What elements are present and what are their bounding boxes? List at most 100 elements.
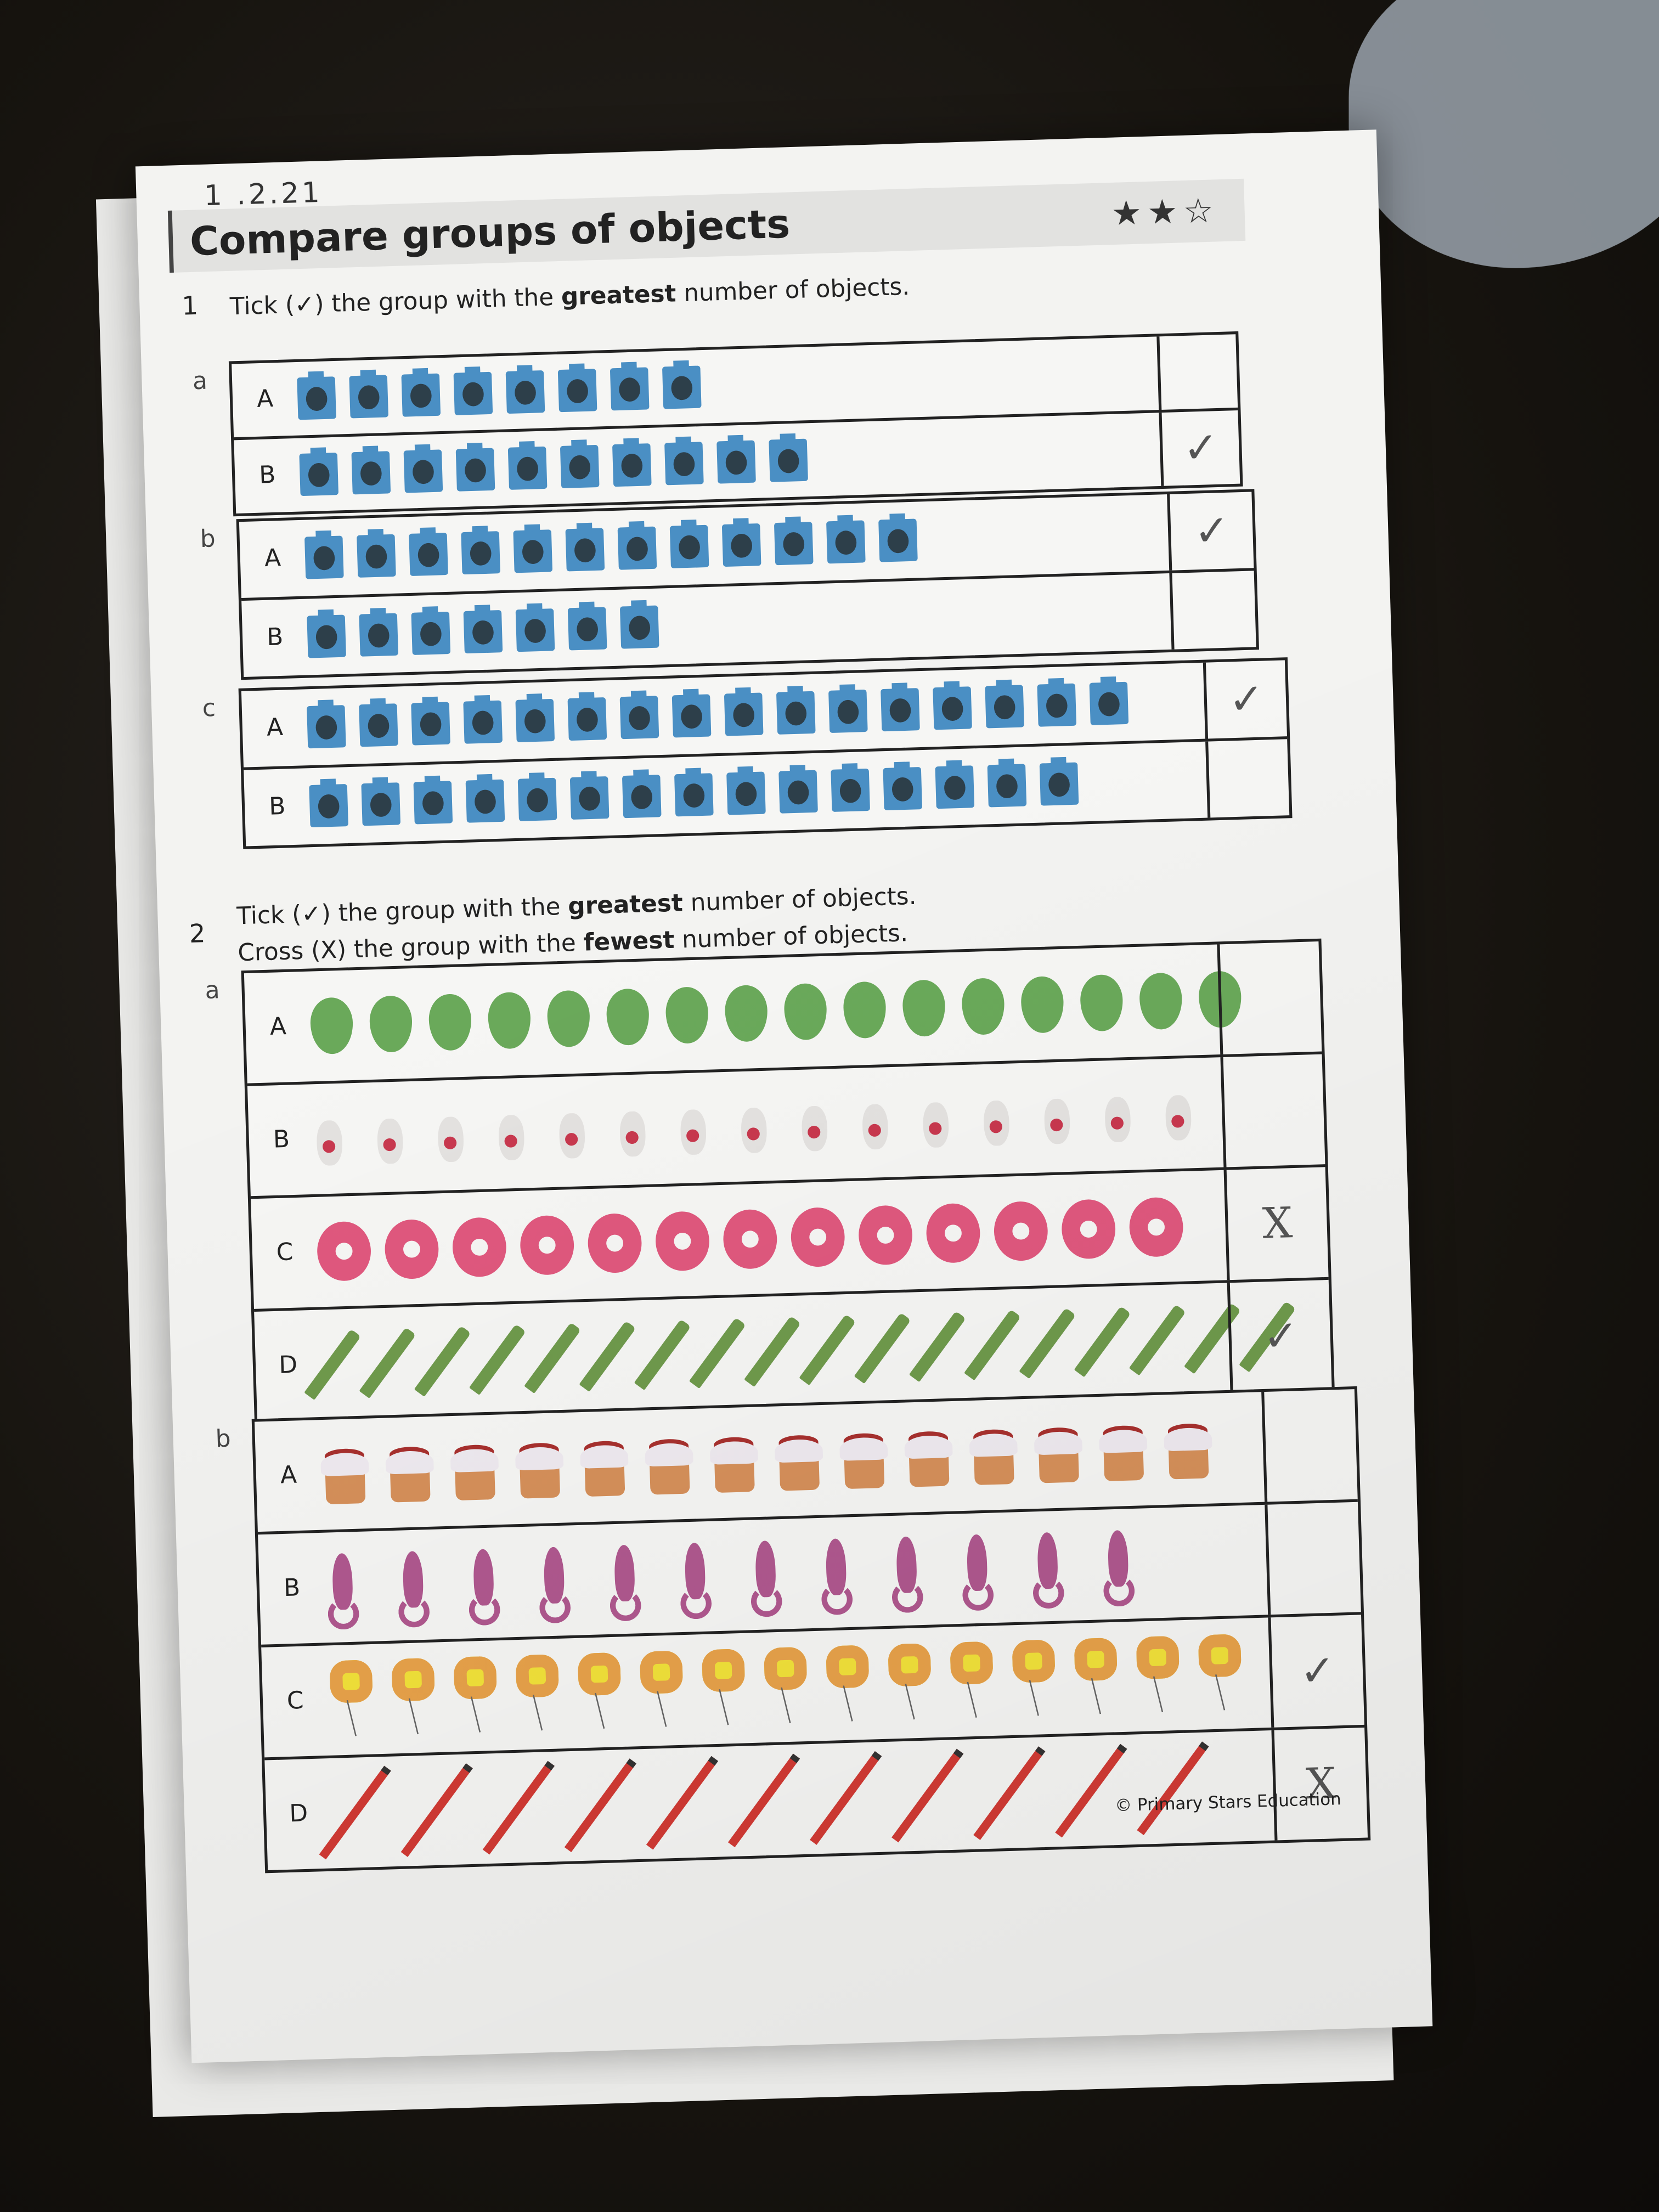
flower-icon <box>1071 1638 1121 1718</box>
balloon-icon <box>428 993 472 1051</box>
answer-box-tick[interactable]: ✓ <box>1203 660 1287 739</box>
answer-box[interactable] <box>1169 571 1256 650</box>
group-label: A <box>264 544 281 574</box>
cube-icon <box>672 694 712 738</box>
answer-box-cross[interactable]: X <box>1271 1728 1368 1841</box>
answer-box-tick[interactable]: ✓ <box>1268 1615 1364 1728</box>
question-2-number: 2 <box>189 919 206 950</box>
cupcake-icon <box>839 1426 889 1492</box>
bunny-icon <box>859 1092 891 1153</box>
cube-icon <box>515 608 555 652</box>
crayon-icon <box>799 1314 856 1386</box>
donut-icon <box>316 1221 372 1282</box>
cube-icon <box>610 367 650 411</box>
bunny-icon <box>616 1099 649 1160</box>
cube-icon <box>307 614 346 658</box>
cube-icon <box>507 446 548 490</box>
group-label: D <box>278 1351 298 1380</box>
group-label: B <box>266 623 284 652</box>
group-label: B <box>273 1126 290 1155</box>
instruction-text: number of objects. <box>675 273 910 309</box>
answer-box-tick[interactable]: ✓ <box>1159 410 1240 486</box>
group-label: D <box>289 1799 308 1829</box>
answer-box[interactable] <box>1217 941 1322 1055</box>
answer-box-tick[interactable]: ✓ <box>1227 1279 1332 1393</box>
cube-icon <box>828 689 868 733</box>
group-label: A <box>280 1462 297 1491</box>
cube-icon <box>453 371 493 415</box>
balloon-icon <box>546 990 591 1048</box>
cube-icon <box>351 451 391 495</box>
balloon-icon <box>309 997 354 1055</box>
part-label: c <box>202 695 216 724</box>
cupcake-icon <box>450 1437 500 1504</box>
pencil-icon <box>973 1746 1046 1840</box>
answer-box-cross[interactable]: X <box>1223 1167 1329 1280</box>
balloon-icon <box>369 995 413 1053</box>
cube-icon <box>721 523 761 567</box>
donut-icon <box>654 1210 710 1272</box>
seahorse-icon <box>605 1539 644 1619</box>
instruction-text: number of objects. <box>674 919 909 955</box>
flower-icon <box>450 1656 501 1736</box>
crayon-icon <box>579 1321 636 1392</box>
pencil-icon <box>646 1756 719 1850</box>
flower-icon <box>388 1658 439 1739</box>
cube-icon <box>617 526 657 570</box>
answer-box[interactable] <box>1205 739 1290 818</box>
answer-box-tick[interactable]: ✓ <box>1167 492 1254 571</box>
pencil-icon <box>1137 1741 1209 1836</box>
balloon-icon <box>724 984 769 1042</box>
cube-icon <box>297 376 336 420</box>
flower-icon <box>326 1660 377 1740</box>
donut-icon <box>993 1200 1049 1262</box>
crayon-icon <box>909 1311 966 1383</box>
cube-icon <box>567 607 607 651</box>
donut-icon <box>722 1209 778 1270</box>
pencil-icon <box>891 1748 964 1843</box>
bunny-icon <box>737 1096 770 1156</box>
cube-icon <box>883 766 923 811</box>
cube-icon <box>517 777 557 821</box>
answer-box[interactable] <box>1220 1054 1325 1167</box>
cube-icon <box>299 453 339 496</box>
crayon-icon <box>689 1317 746 1389</box>
cube-icon <box>1039 762 1079 806</box>
bunny-icon <box>313 1109 346 1169</box>
cube-icon <box>716 440 756 484</box>
seahorse-icon <box>464 1543 503 1623</box>
pencil-icon <box>400 1763 473 1857</box>
cupcake-icon <box>579 1434 629 1500</box>
object-group <box>326 1630 1364 1740</box>
q1-part-b-box: A ✓ B <box>236 489 1260 680</box>
answer-box[interactable] <box>1265 1502 1361 1615</box>
cupcake-icon <box>515 1435 565 1502</box>
balloon-icon <box>902 979 946 1037</box>
question-1-instruction: Tick (✓) the group with the greatest num… <box>229 273 910 321</box>
cube-icon <box>619 696 659 740</box>
cube-icon <box>669 524 709 568</box>
crayon-icon <box>359 1327 416 1399</box>
flower-icon <box>885 1643 935 1724</box>
bunny-icon <box>1162 1084 1195 1144</box>
group-label: B <box>258 461 276 490</box>
cube-icon <box>1037 683 1077 727</box>
cube-icon <box>878 518 918 562</box>
fabric-corner <box>1348 0 1659 268</box>
donut-icon <box>926 1203 981 1264</box>
cube-icon <box>769 438 808 482</box>
cube-icon <box>826 520 866 564</box>
bunny-icon <box>1041 1087 1074 1148</box>
cube-icon <box>622 775 662 819</box>
flower-icon <box>699 1649 749 1729</box>
seahorse-icon <box>817 1532 856 1612</box>
answer-box[interactable] <box>1156 334 1238 410</box>
balloon-icon <box>606 988 650 1046</box>
answer-box[interactable] <box>1261 1389 1358 1502</box>
flower-icon <box>1195 1634 1246 1714</box>
cube-icon <box>557 369 597 413</box>
cube-icon <box>778 770 818 814</box>
cupcake-icon <box>969 1422 1019 1488</box>
crayon-icon <box>414 1325 471 1397</box>
cube-icon <box>359 703 398 747</box>
